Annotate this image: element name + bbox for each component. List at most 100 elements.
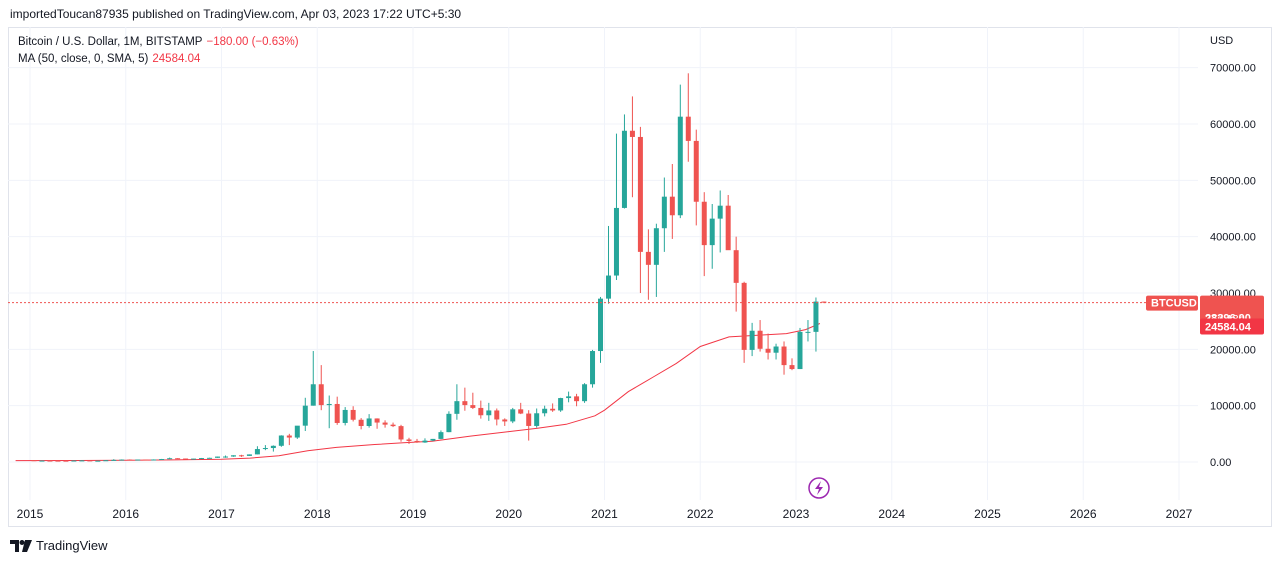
- candle-body[interactable]: [262, 448, 268, 450]
- candle-body[interactable]: [207, 457, 213, 459]
- candle-body[interactable]: [103, 460, 109, 462]
- candle-body[interactable]: [582, 384, 588, 402]
- candle-body[interactable]: [446, 413, 452, 433]
- candle-body[interactable]: [502, 419, 508, 422]
- flash-icon[interactable]: [808, 477, 830, 499]
- candle-body[interactable]: [334, 403, 340, 423]
- candle-body[interactable]: [685, 116, 691, 141]
- candle-body[interactable]: [342, 409, 348, 423]
- candle-body[interactable]: [430, 438, 436, 441]
- candle-body[interactable]: [821, 301, 827, 303]
- candle-body[interactable]: [621, 130, 627, 208]
- candle-body[interactable]: [382, 422, 388, 425]
- candle-body[interactable]: [725, 205, 731, 251]
- candle-body[interactable]: [550, 408, 556, 411]
- candle-body[interactable]: [805, 331, 811, 333]
- candle-body[interactable]: [422, 440, 428, 443]
- candle-body[interactable]: [63, 460, 69, 462]
- candle-body[interactable]: [629, 130, 635, 137]
- candle-body[interactable]: [574, 396, 580, 402]
- candle-body[interactable]: [590, 351, 596, 385]
- candle-body[interactable]: [598, 298, 604, 352]
- candle-body[interactable]: [534, 413, 540, 426]
- candle-body[interactable]: [87, 460, 93, 462]
- candle-body[interactable]: [765, 348, 771, 353]
- candle-body[interactable]: [454, 401, 460, 414]
- candle-body[interactable]: [406, 439, 412, 441]
- candle-body[interactable]: [494, 410, 500, 420]
- candle-body[interactable]: [613, 207, 619, 276]
- candle-body[interactable]: [127, 459, 133, 461]
- candle-body[interactable]: [773, 346, 779, 353]
- ma-label[interactable]: MA (50, close, 0, SMA, 5): [18, 53, 149, 65]
- candle-body[interactable]: [79, 460, 85, 462]
- candle-body[interactable]: [222, 456, 228, 458]
- candle-body[interactable]: [215, 456, 221, 458]
- candle-body[interactable]: [119, 459, 125, 461]
- candle-body[interactable]: [558, 398, 564, 411]
- candle-body[interactable]: [789, 365, 795, 370]
- candle-body[interactable]: [653, 228, 659, 265]
- candle-body[interactable]: [542, 408, 548, 414]
- candle-body[interactable]: [709, 218, 715, 246]
- candle-body[interactable]: [733, 250, 739, 283]
- candle-body[interactable]: [526, 413, 532, 426]
- candle-body[interactable]: [414, 440, 420, 443]
- candle-body[interactable]: [286, 435, 292, 438]
- candle-body[interactable]: [677, 116, 683, 216]
- candle-body[interactable]: [151, 459, 157, 461]
- candle-body[interactable]: [183, 458, 189, 460]
- candle-body[interactable]: [318, 384, 324, 406]
- candle-body[interactable]: [254, 449, 260, 455]
- candle-body[interactable]: [111, 459, 117, 461]
- candle-body[interactable]: [159, 459, 165, 461]
- candle-body[interactable]: [797, 331, 803, 370]
- candle-body[interactable]: [693, 140, 699, 202]
- candle-body[interactable]: [438, 432, 444, 439]
- candle-body[interactable]: [71, 460, 77, 462]
- candle-body[interactable]: [518, 409, 524, 414]
- candle-body[interactable]: [701, 201, 707, 246]
- candle-body[interactable]: [302, 405, 308, 426]
- candle-body[interactable]: [270, 445, 276, 449]
- candle-body[interactable]: [566, 396, 572, 399]
- candle-body[interactable]: [238, 455, 244, 457]
- candle-body[interactable]: [661, 196, 667, 229]
- candle-body[interactable]: [135, 459, 141, 461]
- candle-body[interactable]: [358, 419, 364, 427]
- candle-body[interactable]: [510, 409, 516, 422]
- candle-body[interactable]: [390, 424, 396, 427]
- candle-body[interactable]: [350, 409, 356, 420]
- candle-body[interactable]: [167, 458, 173, 460]
- candle-body[interactable]: [191, 458, 197, 460]
- candle-body[interactable]: [55, 460, 61, 462]
- candle-body[interactable]: [143, 459, 149, 461]
- candle-body[interactable]: [398, 426, 404, 440]
- candle-body[interactable]: [31, 460, 37, 462]
- candle-body[interactable]: [605, 275, 611, 299]
- candle-body[interactable]: [470, 405, 476, 408]
- candle-body[interactable]: [645, 251, 651, 265]
- candle-body[interactable]: [310, 384, 316, 406]
- candle-body[interactable]: [757, 330, 763, 349]
- tradingview-logo[interactable]: TradingView: [10, 538, 108, 553]
- candle-body[interactable]: [366, 418, 372, 427]
- candle-body[interactable]: [246, 454, 252, 456]
- candle-body[interactable]: [478, 407, 484, 416]
- candle-body[interactable]: [294, 425, 300, 438]
- candle-body[interactable]: [781, 346, 787, 366]
- candle-body[interactable]: [278, 435, 284, 446]
- candle-body[interactable]: [717, 205, 723, 219]
- candle-body[interactable]: [230, 455, 236, 457]
- candle-body[interactable]: [741, 282, 747, 350]
- candle-body[interactable]: [39, 460, 45, 462]
- candle-body[interactable]: [199, 458, 205, 460]
- candle-body[interactable]: [813, 301, 819, 332]
- candle-body[interactable]: [175, 458, 181, 460]
- candle-body[interactable]: [95, 460, 101, 462]
- candle-body[interactable]: [637, 136, 643, 252]
- candle-body[interactable]: [326, 403, 332, 406]
- candle-body[interactable]: [374, 418, 380, 423]
- candle-body[interactable]: [749, 330, 755, 350]
